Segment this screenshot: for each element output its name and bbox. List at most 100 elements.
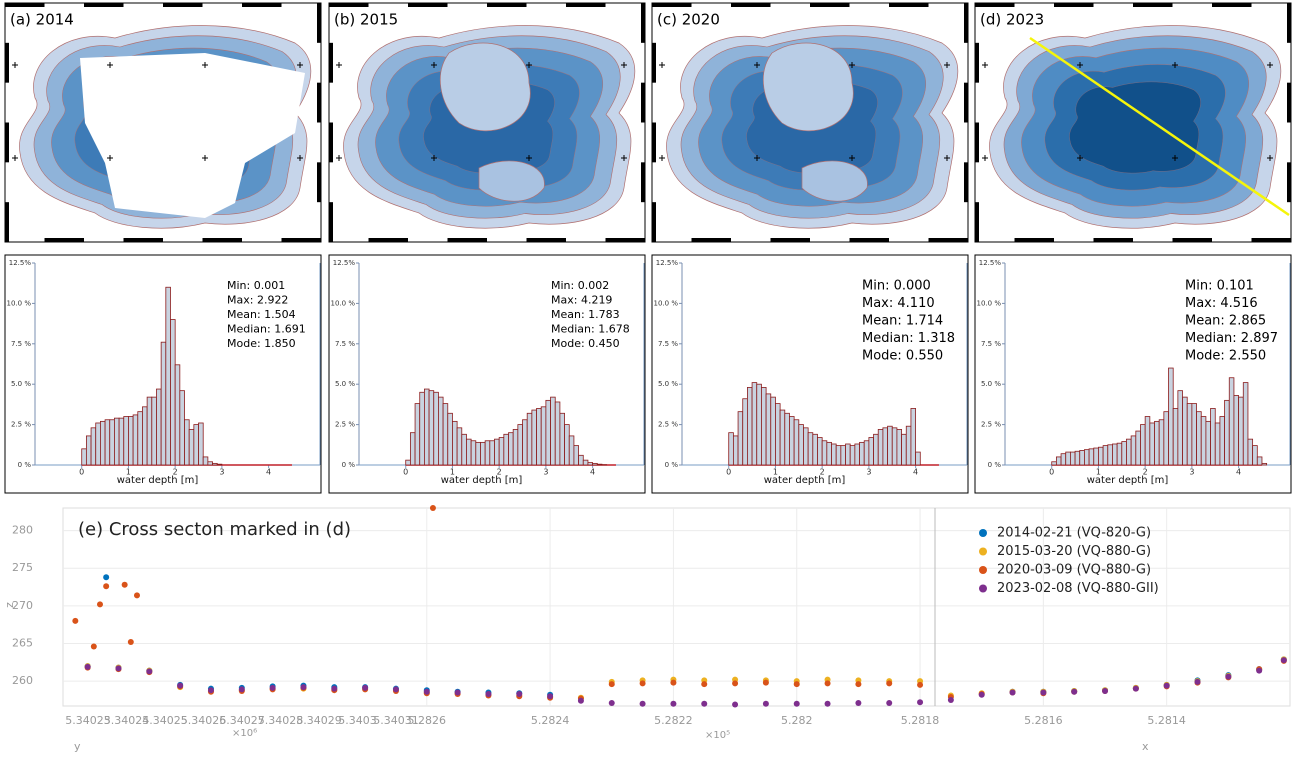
y-tick-label: 12.5% — [979, 259, 1002, 267]
legend-marker — [979, 566, 987, 574]
y-tick-label: 12.5% — [9, 259, 32, 267]
map-grid-cross — [849, 62, 855, 68]
hist-bar — [728, 432, 734, 466]
hist-bar — [840, 445, 846, 466]
hist-bar — [1233, 395, 1240, 466]
stats-annotation: Median: 1.691 — [227, 323, 306, 336]
stats-annotation: Max: 4.219 — [551, 294, 612, 307]
map-border-bar — [487, 3, 527, 7]
scatter-point — [146, 668, 153, 675]
map-grid-cross — [982, 155, 988, 161]
scatter-point — [96, 601, 103, 608]
hist-bar — [456, 427, 463, 466]
map-grid-cross — [944, 155, 950, 161]
chart-title: (e) Cross secton marked in (d) — [78, 519, 351, 540]
scatter-point — [855, 699, 862, 706]
y-tick-label: 5.0 % — [981, 380, 1001, 388]
map-border-bar — [605, 238, 645, 242]
hist-bar — [887, 425, 893, 466]
stats-annotation: Mode: 0.450 — [551, 337, 620, 350]
legend-label: 2014-02-21 (VQ-820-G) — [997, 526, 1151, 541]
map-grid-cross — [336, 62, 342, 68]
hist-bar — [193, 424, 199, 466]
hist-bar — [494, 438, 500, 466]
hist-bar — [761, 387, 767, 466]
hist-bar — [564, 424, 570, 466]
legend-marker — [979, 547, 987, 556]
hist-bar — [1177, 390, 1183, 466]
map-grid-cross — [621, 155, 627, 161]
hist-bar — [1051, 461, 1057, 466]
hist-bar — [419, 391, 425, 466]
map-border-bar — [1287, 162, 1291, 203]
map-grid-cross — [1077, 62, 1083, 68]
scatter-point — [639, 700, 646, 707]
hist-bar — [831, 443, 837, 466]
hist-bar — [1107, 444, 1113, 466]
hist-bar — [489, 440, 495, 466]
stats-annotation: Mode: 2.550 — [1185, 349, 1266, 364]
legend-label: 2023-02-08 (VQ-880-GII) — [997, 581, 1159, 596]
y-tick-label: 5.0 % — [335, 380, 355, 388]
hist-bar — [170, 319, 176, 466]
map-border-bar — [123, 238, 163, 242]
stats-annotation: Max: 4.516 — [1185, 296, 1258, 311]
hist-bar — [522, 419, 528, 466]
scatter-point — [670, 679, 677, 686]
hist-bar — [1112, 443, 1118, 466]
map-border-bar — [975, 202, 979, 242]
hist-bar — [461, 433, 467, 466]
map-border-bar — [975, 42, 979, 83]
map-grid-cross — [202, 155, 208, 161]
map-border-bar — [5, 42, 9, 83]
hist-bar — [466, 438, 472, 466]
hist-bar — [854, 443, 860, 466]
scatter-point — [177, 682, 184, 689]
y-tick-label: 0 % — [18, 461, 32, 469]
hist-bar — [789, 416, 795, 466]
stats-annotation: Mode: 0.550 — [862, 349, 943, 364]
hist-bar — [142, 406, 148, 466]
map-grid-cross — [659, 155, 665, 161]
hist-bar — [100, 420, 106, 466]
x-tick-label: 5.2816 — [1024, 714, 1063, 727]
map-border-bar — [1014, 238, 1054, 242]
scatter-point — [1163, 682, 1170, 689]
y-tick-label: 10.0 % — [654, 299, 679, 307]
map-border-bar — [526, 238, 566, 242]
legend-label: 2020-03-09 (VQ-880-G) — [997, 563, 1151, 578]
map-label: (c) 2020 — [657, 11, 720, 29]
hist-bar — [849, 445, 856, 466]
hist-bar — [531, 409, 537, 466]
y-tick-label: 5.0 % — [658, 380, 678, 388]
hist-bar — [424, 388, 430, 466]
hist-bar — [910, 408, 917, 466]
hist-bar — [568, 435, 575, 466]
map-border-bar — [1287, 3, 1291, 43]
map-shallow — [801, 160, 868, 202]
map-nodata — [80, 53, 305, 218]
hist-bar — [156, 388, 162, 466]
hist-bar — [765, 393, 772, 466]
map-grid-cross — [1267, 155, 1273, 161]
stats-annotation: Mean: 1.714 — [862, 314, 943, 329]
map-border-bar — [1093, 238, 1133, 242]
map-border-bar — [964, 3, 968, 43]
hist-bar — [146, 396, 153, 466]
hist-bar — [1205, 420, 1211, 466]
scatter-point — [1009, 689, 1016, 696]
hist-bar — [905, 425, 912, 466]
map-grid-cross — [297, 155, 303, 161]
x-axis-label: water depth [m] — [441, 475, 523, 486]
hist-bar — [85, 435, 92, 466]
scatter-point — [1194, 678, 1201, 685]
hist-bar — [484, 440, 491, 466]
map-grid-cross — [336, 155, 342, 161]
hist-bar — [845, 443, 851, 466]
y-tick-label: 10.0 % — [977, 299, 1002, 307]
hist-bar — [891, 427, 898, 466]
hist-bar — [793, 419, 800, 466]
scatter-point — [886, 699, 893, 706]
x-tick-label: 3 — [219, 468, 224, 477]
